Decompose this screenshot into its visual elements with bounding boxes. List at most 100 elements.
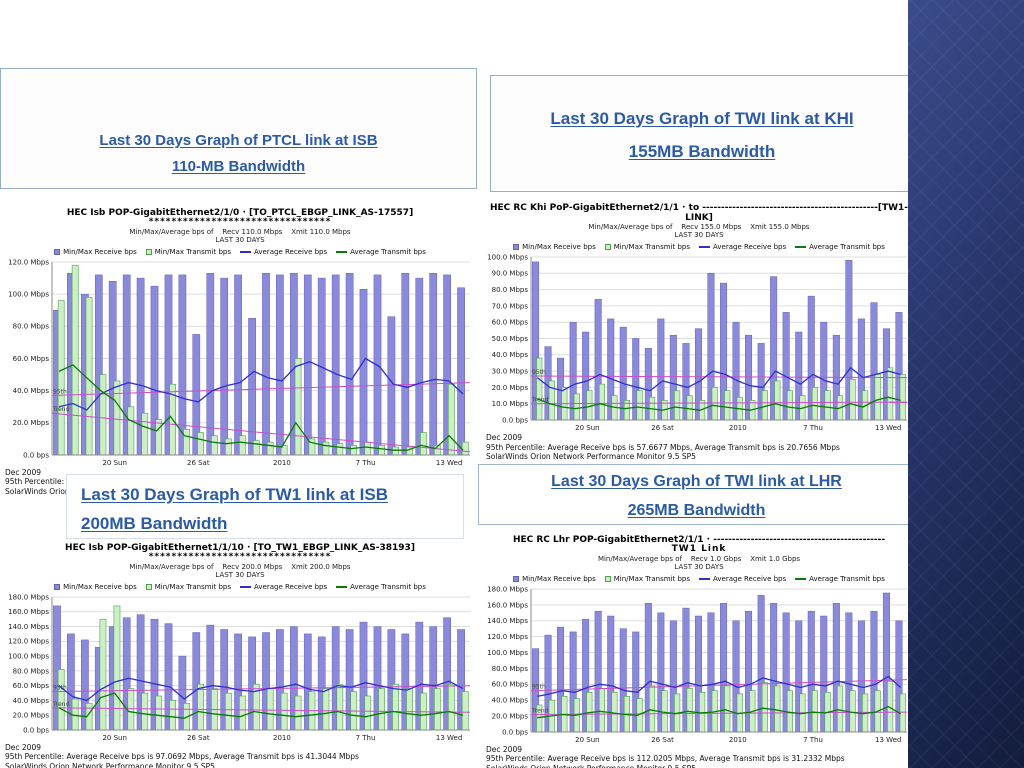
- legend-item: Average Receive bps: [240, 583, 327, 591]
- svg-text:26 Sat: 26 Sat: [187, 459, 210, 467]
- svg-text:140.0 Mbps: 140.0 Mbps: [8, 623, 49, 631]
- svg-text:100.0 Mbps: 100.0 Mbps: [8, 653, 49, 661]
- caption-box-twi-khi: Last 30 Days Graph of TWI link at KHI 15…: [490, 75, 914, 192]
- legend-item: Average Transmit bps: [795, 243, 885, 251]
- chart-period: LAST 30 DAYS: [215, 571, 265, 580]
- chart-title: HEC RC Lhr POP-GigabitEthernet2/1/1 · --…: [512, 535, 886, 545]
- footer-month: Dec 2009: [486, 745, 522, 755]
- chart-panel-isb-ptcl: HEC Isb POP-GigabitEthernet2/1/0 · [TO_P…: [2, 208, 478, 496]
- legend-swatch: [145, 583, 152, 590]
- caption-box-ptcl-isb: Last 30 Days Graph of PTCL link at ISB 1…: [0, 68, 477, 189]
- svg-text:13 Wed: 13 Wed: [875, 424, 901, 432]
- caption-link-tw1-isb-line2[interactable]: 200MB Bandwidth: [81, 513, 228, 533]
- caption-link-ptcl-isb-line1[interactable]: Last 30 Days Graph of PTCL link at ISB: [99, 131, 378, 149]
- legend-swatch: [699, 245, 710, 248]
- slide-side-band: [908, 0, 1024, 768]
- svg-text:50.0 Mbps: 50.0 Mbps: [492, 335, 529, 343]
- legend-item: Min/Max Receive bps: [54, 248, 137, 256]
- chart-period: LAST 30 DAYS: [674, 231, 724, 240]
- legend-swatch: [795, 577, 807, 580]
- svg-text:30.0 Mbps: 30.0 Mbps: [492, 368, 529, 376]
- svg-text:70.0 Mbps: 70.0 Mbps: [492, 303, 529, 311]
- svg-text:160.0 Mbps: 160.0 Mbps: [487, 601, 528, 609]
- svg-text:80.0 Mbps: 80.0 Mbps: [492, 286, 529, 294]
- legend-swatch: [513, 575, 520, 582]
- chart-title-note: ********************************: [148, 217, 332, 228]
- chart-panel-isb-tw1: HEC Isb POP-GigabitEthernet1/1/10 · [TO_…: [2, 543, 478, 768]
- caption-link-ptcl-isb-line2[interactable]: 110-MB Bandwidth: [171, 157, 306, 175]
- chart-subtitle: Min/Max/Average bps of Recv 1.0 Gbps Xmi…: [597, 554, 801, 563]
- chart-title-note: TW1 Link: [671, 544, 727, 555]
- svg-text:95th: 95th: [532, 684, 546, 691]
- legend-item: Min/Max Transmit bps: [604, 575, 690, 583]
- chart-legend: Min/Max Receive bps Min/Max Transmit bps A…: [2, 582, 478, 591]
- svg-text:100.0 Mbps: 100.0 Mbps: [487, 649, 528, 657]
- chart-footer: Dec 2009 95th Percentile: Average Receiv…: [2, 743, 478, 768]
- svg-text:95th: 95th: [532, 369, 546, 376]
- svg-text:13 Wed: 13 Wed: [436, 459, 462, 467]
- svg-text:2010: 2010: [729, 424, 747, 432]
- legend-swatch: [54, 248, 61, 255]
- svg-text:95th: 95th: [53, 389, 67, 396]
- svg-text:26 Sat: 26 Sat: [651, 424, 674, 432]
- footer-percentile: 95th Percentile: Average Receive bps is …: [486, 754, 845, 764]
- svg-text:60.0 Mbps: 60.0 Mbps: [492, 319, 529, 327]
- svg-text:140.0 Mbps: 140.0 Mbps: [487, 617, 528, 625]
- svg-text:Trend: Trend: [52, 701, 70, 708]
- svg-text:60.0 Mbps: 60.0 Mbps: [492, 681, 529, 689]
- chart-plot: 0.0 bps 20.0 Mbps 40.0 Mbps 60.0 Mbps 80.0 M…: [8, 593, 471, 742]
- svg-text:2010: 2010: [729, 736, 747, 744]
- svg-text:0.0 bps: 0.0 bps: [502, 417, 528, 425]
- svg-text:80.0 Mbps: 80.0 Mbps: [13, 667, 50, 675]
- chart-subtitle: Min/Max/Average bps of Recv 110.0 Mbps X…: [129, 227, 351, 236]
- footer-month: Dec 2009: [5, 468, 41, 478]
- legend-swatch: [336, 585, 348, 588]
- footer-app: SolarWinds Orion Network Performance Mon…: [486, 452, 696, 461]
- svg-text:20 Sun: 20 Sun: [575, 736, 599, 744]
- legend-item: Min/Max Transmit bps: [604, 243, 690, 251]
- footer-month: Dec 2009: [486, 433, 522, 443]
- caption-link-twi-lhr-line1[interactable]: Last 30 Days Graph of TWI link at LHR: [551, 473, 842, 490]
- svg-text:10.0 Mbps: 10.0 Mbps: [492, 400, 529, 408]
- legend-item: Min/Max Transmit bps: [145, 583, 231, 591]
- legend-item: Average Receive bps: [240, 248, 327, 256]
- footer-percentile: 95th Percentile: Average Receive bps is …: [486, 442, 840, 452]
- legend-item: Min/Max Transmit bps: [145, 248, 231, 256]
- svg-text:40.0 Mbps: 40.0 Mbps: [13, 387, 50, 395]
- svg-text:0.0 bps: 0.0 bps: [23, 726, 49, 734]
- svg-text:95th: 95th: [53, 685, 67, 692]
- chart-legend: Min/Max Receive bps Min/Max Transmit bps A…: [483, 574, 915, 583]
- chart-plot: 0.0 bps 10.0 Mbps 20.0 Mbps 30.0 Mbps 40.0 M…: [487, 254, 908, 432]
- svg-text:7 Thu: 7 Thu: [803, 424, 823, 432]
- svg-text:40.0 Mbps: 40.0 Mbps: [13, 697, 50, 705]
- svg-text:90.0 Mbps: 90.0 Mbps: [492, 270, 529, 278]
- legend-swatch: [54, 583, 61, 590]
- svg-text:100.0 Mbps: 100.0 Mbps: [487, 254, 528, 262]
- caption-link-tw1-isb-line1[interactable]: Last 30 Days Graph of TW1 link at ISB: [81, 485, 389, 504]
- svg-text:20.0 Mbps: 20.0 Mbps: [13, 712, 50, 720]
- legend-item: Average Receive bps: [699, 575, 786, 583]
- svg-text:2010: 2010: [273, 459, 291, 467]
- svg-text:0.0 bps: 0.0 bps: [23, 451, 49, 459]
- svg-text:120.0 Mbps: 120.0 Mbps: [487, 633, 528, 641]
- svg-text:Trend: Trend: [52, 406, 70, 413]
- legend-item: Min/Max Receive bps: [513, 243, 596, 251]
- footer-app: SolarWinds Orion Network Performance Mon…: [486, 764, 915, 768]
- chart-legend: Min/Max Receive bps Min/Max Transmit bps A…: [483, 242, 915, 251]
- chart-panel-khi-twi: HEC RC Khi PoP-GigabitEthernet2/1/1 · to…: [483, 203, 915, 461]
- svg-text:13 Wed: 13 Wed: [436, 734, 462, 742]
- chart-plot: 0.0 bps 20.0 Mbps 40.0 Mbps 60.0 Mbps 80.0 M…: [487, 585, 908, 744]
- footer-month: Dec 2009: [5, 743, 41, 753]
- svg-text:20.0 Mbps: 20.0 Mbps: [492, 713, 529, 721]
- svg-text:160.0 Mbps: 160.0 Mbps: [8, 608, 49, 616]
- caption-link-twi-khi-line2[interactable]: 155MB Bandwidth: [628, 142, 776, 162]
- caption-link-twi-lhr-line2[interactable]: 265MB Bandwidth: [627, 501, 766, 519]
- legend-swatch: [240, 585, 251, 588]
- caption-link-twi-khi-line1[interactable]: Last 30 Days Graph of TWI link at KHI: [550, 109, 854, 128]
- svg-text:80.0 Mbps: 80.0 Mbps: [492, 665, 529, 673]
- chart-subtitle: Min/Max/Average bps of Recv 155.0 Mbps X…: [588, 223, 810, 232]
- legend-swatch: [513, 243, 520, 250]
- chart-footer: Dec 2009 95th Percentile: Average Receiv…: [483, 433, 915, 461]
- chart-subtitle: Min/Max/Average bps of Recv 200.0 Mbps X…: [129, 562, 351, 571]
